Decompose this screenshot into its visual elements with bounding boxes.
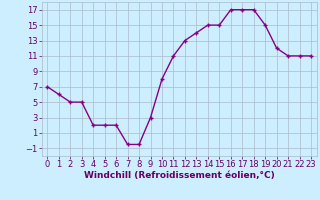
X-axis label: Windchill (Refroidissement éolien,°C): Windchill (Refroidissement éolien,°C) — [84, 171, 275, 180]
